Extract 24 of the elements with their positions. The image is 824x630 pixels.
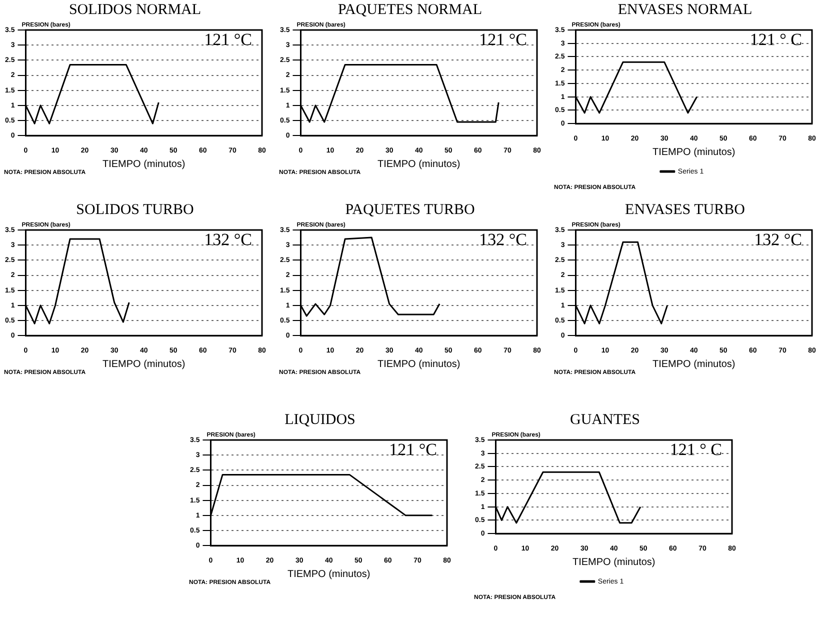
chart-title: SOLIDOS TURBO (75, 201, 195, 220)
x-axis-title: TIEMPO (minutos) (287, 568, 370, 580)
x-axis-title: TIEMPO (minutos) (652, 358, 736, 370)
chart-title: ENVASES NORMAL (616, 1, 754, 20)
chart-title: PAQUETES NORMAL (336, 1, 484, 20)
x-axis-title: TIEMPO (minutos) (102, 158, 186, 170)
chart-title: PAQUETES TURBO (344, 201, 476, 220)
x-axis-title: TIEMPO (minutos) (377, 358, 460, 370)
chart-title: LIQUIDOS (284, 411, 356, 430)
x-axis-title: TIEMPO (minutos) (377, 158, 460, 170)
annotation: 132 °C (479, 230, 527, 249)
annotation: 132 °C (754, 230, 802, 249)
annotation: 121 ° C (750, 30, 802, 49)
chart-title: SOLIDOS NORMAL (68, 1, 202, 20)
annotation: 121 °C (204, 30, 252, 49)
chart-title: ENVASES TURBO (624, 201, 746, 220)
annotation: 132 °C (204, 230, 252, 249)
x-axis-title: TIEMPO (minutos) (102, 358, 186, 370)
x-axis-title: TIEMPO (minutos) (572, 556, 656, 568)
annotation: 121 °C (389, 440, 437, 459)
chart-title: GUANTES (569, 411, 641, 430)
annotation: 121 ° C (670, 440, 722, 459)
annotation: 121 °C (479, 30, 527, 49)
x-axis-title: TIEMPO (minutos) (652, 146, 736, 158)
